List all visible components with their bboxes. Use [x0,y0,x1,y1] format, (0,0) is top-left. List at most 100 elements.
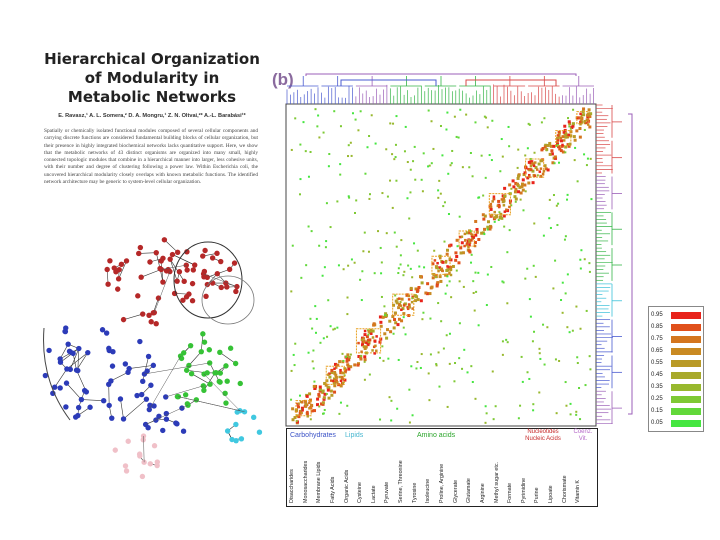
heatmap-block-cell [561,143,564,147]
heatmap-cell [347,195,350,198]
heatmap-cell [505,338,508,341]
heatmap-diagonal-cell [397,303,401,307]
heatmap-diagonal-cell [519,191,523,195]
heatmap-diagonal-cell [515,182,519,186]
category-bar: Carbohydrates Lipids Amino acids Nucleot… [286,428,598,446]
category-coenz: Coenz. Vit. [571,429,595,443]
network-node-cyan [238,436,245,442]
heatmap-block-cell [502,204,506,207]
heatmap-diagonal-cell [430,285,434,289]
heatmap-diagonal-cell [543,164,547,168]
heatmap-cell [360,354,363,357]
heatmap-diagonal-cell [475,230,479,234]
heatmap-cell [519,198,522,201]
heatmap-diagonal-cell [474,233,478,237]
network-node-green [201,387,207,393]
heatmap-cell [394,156,397,159]
heatmap-block-cell [333,382,336,385]
heatmap-cell [588,355,591,358]
heatmap-cell [310,230,313,233]
heatmap-block-cell [439,256,442,260]
heatmap-cell [380,261,383,264]
heatmap-cell [403,150,406,153]
network-edge [143,436,145,463]
heatmap-cell [474,271,477,274]
heatmap-diagonal-cell [371,329,375,333]
heatmap-cell [325,202,328,205]
network-node-red [107,258,113,264]
heatmap-block-cell [567,133,570,137]
heatmap-cell [548,198,551,201]
heatmap-cell [309,317,312,320]
heatmap-cell [465,113,468,116]
heatmap-cell [353,261,356,264]
subcategory-label: Pyruvate [384,481,391,503]
heatmap-cell [328,153,331,156]
legend-value: 0.55 [651,360,663,366]
heatmap-diagonal-cell [511,179,515,183]
network-node-cyan [229,436,235,443]
heatmap-cell [575,413,578,416]
heatmap-diagonal-cell [567,144,571,148]
heatmap-cell [564,381,567,384]
legend-value: 0.75 [651,336,663,342]
heatmap-cell [339,173,342,176]
heatmap-block-cell [310,404,313,407]
heatmap-cell [368,197,371,200]
network-node-red [115,286,121,292]
network-edge [66,352,88,370]
network-edge [145,404,189,425]
heatmap-block-cell [587,113,590,117]
heatmap-cell [486,273,489,276]
heatmap-block-cell [444,261,448,264]
heatmap-diagonal-cell [544,167,548,171]
heatmap-diagonal-cell [447,266,451,270]
heatmap-diagonal-cell [482,217,486,221]
network-edge [81,399,104,402]
heatmap-block-cell [304,405,308,408]
network-node-red [180,297,186,303]
subcategory-label: Tyrosine [411,482,418,503]
heatmap-cell [336,326,339,329]
heatmap-cell [516,166,519,169]
heatmap-cell [437,351,440,354]
heatmap-diagonal-cell [343,378,347,382]
heatmap-block-cell [556,136,560,140]
heatmap-diagonal-cell [321,389,325,393]
heatmap-diagonal-cell [489,225,493,229]
heatmap-cell [440,320,443,323]
network-edge [155,252,161,269]
heatmap-cell [576,362,579,365]
network-node-blue [109,363,116,369]
heatmap-block-cell [491,200,494,203]
heatmap-block-cell [336,381,339,384]
network-edge [60,348,80,363]
heatmap-diagonal-cell [298,409,302,413]
network-node-green [204,370,210,376]
network-node-blue [87,404,93,410]
heatmap-block-cell [528,175,531,178]
heatmap-block-cell [306,415,309,418]
dendrogram-top-node [340,79,437,86]
heatmap-diagonal-cell [589,112,593,116]
legend-swatch [671,324,701,331]
heatmap-cell [451,149,454,152]
heatmap-cell [348,196,351,199]
heatmap-diagonal-cell [506,209,510,213]
network-node-red [233,288,239,295]
heatmap-cell [506,341,509,344]
heatmap-cell [539,357,542,360]
heatmap-cell [498,211,501,214]
heatmap-cell [399,301,402,304]
heatmap-block-cell [539,167,543,170]
heatmap-block-cell [569,142,572,146]
heatmap-diagonal-cell [473,240,477,244]
network-node-blue [65,341,71,347]
heatmap-cell [469,152,472,155]
network-node-blue [103,330,110,336]
heatmap-cell [566,273,569,276]
heatmap-diagonal-cell [405,293,409,297]
heatmap-cell [374,142,377,145]
heatmap-cell [350,154,353,157]
heatmap-diagonal-cell [407,314,411,318]
